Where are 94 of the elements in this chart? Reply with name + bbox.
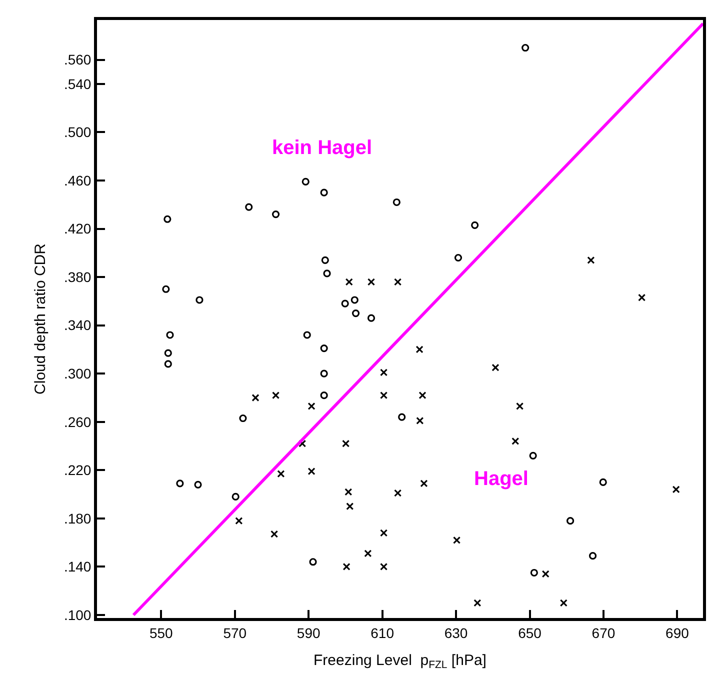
point: [345, 278, 353, 286]
annotation: kein Hagel: [272, 137, 372, 159]
point: [380, 562, 388, 571]
y-tick-label: .100: [64, 606, 92, 623]
point: [252, 394, 260, 402]
point: [364, 550, 372, 558]
y-tick-label: .500: [64, 124, 92, 140]
x-tick-label: 690: [666, 624, 690, 641]
point: [418, 392, 426, 400]
point: [270, 530, 278, 538]
point: [272, 392, 280, 400]
y-tick-label: .180: [64, 510, 92, 526]
point: [320, 392, 328, 400]
point: [232, 492, 240, 501]
point: [320, 370, 328, 378]
point: [346, 502, 354, 510]
y-tick-label: .220: [64, 462, 92, 478]
y-tick-label: .340: [64, 317, 92, 334]
point: [342, 440, 350, 448]
point: [492, 364, 500, 372]
point: [542, 570, 550, 578]
point: [392, 198, 400, 206]
point: [164, 349, 172, 357]
point: [672, 486, 680, 494]
point: [308, 468, 316, 476]
point: [164, 215, 172, 223]
point: [529, 452, 537, 460]
point: [272, 210, 280, 218]
point: [380, 392, 388, 400]
point: [342, 562, 350, 571]
point: [194, 480, 202, 488]
point: [516, 402, 524, 410]
y-tick-label: .260: [64, 414, 92, 430]
point: [239, 414, 247, 422]
point: [245, 203, 253, 211]
point: [522, 44, 530, 52]
point: [308, 402, 316, 410]
y-tick-label: .560: [64, 52, 92, 68]
x-tick-label: 650: [518, 624, 542, 641]
point: [471, 221, 479, 229]
point: [321, 256, 329, 264]
point: [341, 300, 349, 308]
point: [176, 480, 184, 488]
point: [303, 331, 311, 339]
point: [344, 488, 352, 496]
point: [162, 285, 170, 293]
point: [474, 599, 482, 607]
point: [452, 536, 461, 544]
point: [320, 344, 328, 352]
point: [394, 489, 402, 497]
point: [302, 178, 310, 186]
point: [599, 478, 607, 486]
point: [350, 296, 358, 304]
x-tick-label: 550: [149, 624, 174, 641]
point: [416, 416, 424, 424]
y-tick-label: .300: [64, 366, 92, 382]
point: [320, 188, 328, 196]
y-tick-label: .140: [64, 558, 92, 575]
point: [454, 254, 462, 262]
point: [420, 480, 428, 488]
x-tick-label: 670: [592, 624, 616, 641]
point: [588, 552, 597, 560]
point: [235, 517, 243, 525]
point: [380, 368, 388, 376]
point: [566, 517, 574, 525]
y-axis-title: Cloud depth ratio CDR: [32, 243, 50, 394]
y-tick-label: .540: [64, 76, 92, 92]
x-tick-label: 570: [223, 624, 247, 641]
point: [560, 599, 568, 607]
point: [196, 296, 204, 304]
x-tick-label: 610: [370, 624, 394, 641]
point: [323, 270, 331, 278]
y-tick-label: .460: [64, 172, 92, 188]
point: [367, 314, 376, 322]
y-tick-label: .420: [64, 220, 92, 237]
point: [587, 256, 595, 264]
point: [166, 331, 174, 339]
point: [164, 360, 172, 368]
annotation: Hagel: [474, 468, 528, 490]
point: [352, 309, 360, 318]
point: [398, 413, 406, 421]
point: [416, 346, 424, 354]
x-tick-label: 630: [444, 624, 468, 641]
point: [277, 470, 285, 478]
point: [394, 278, 402, 286]
point: [309, 558, 317, 566]
point: [367, 278, 376, 286]
point: [638, 294, 646, 302]
x-axis-title: Freezing Level p$_{FZL}$ [hPa]: [314, 652, 486, 671]
y-tick-label: .380: [64, 268, 92, 285]
point: [380, 529, 388, 537]
point: [530, 568, 538, 577]
point: [512, 437, 520, 445]
x-tick-label: 590: [296, 624, 320, 641]
